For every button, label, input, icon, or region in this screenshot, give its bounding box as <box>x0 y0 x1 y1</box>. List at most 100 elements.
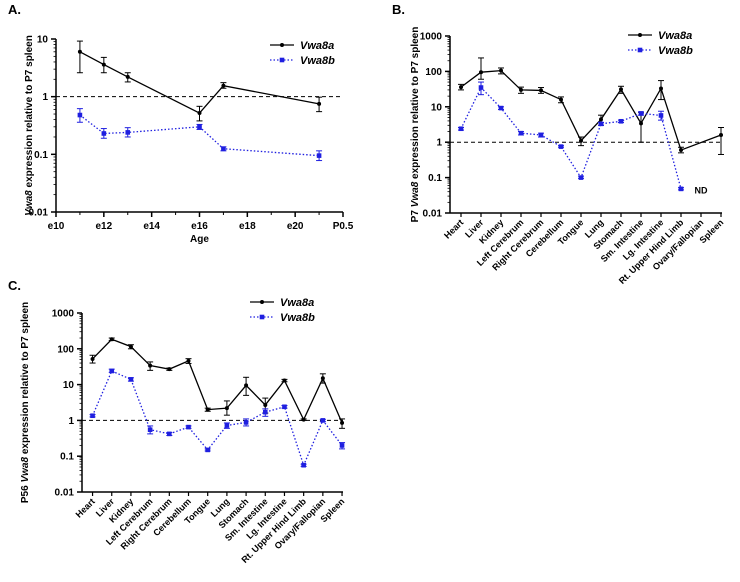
vwa8b-point <box>262 409 268 415</box>
vwa8a-point <box>263 402 268 407</box>
vwa8b-point <box>339 443 345 448</box>
series-line-vwa8a <box>92 338 343 424</box>
vwa8b-point <box>197 124 202 130</box>
vwa8a-point <box>167 367 172 372</box>
vwa8b-point <box>558 144 564 149</box>
vwa8a-point <box>109 337 114 342</box>
vwa8a-point <box>639 121 643 126</box>
vwa8b-point <box>125 130 131 135</box>
y-tick-label: 0.1 <box>34 150 48 161</box>
vwa8b-point <box>316 153 322 158</box>
legend-marker-vwa8a <box>638 33 642 37</box>
vwa8a-point <box>101 62 106 67</box>
y-axis-title-rest: expression relative to P7 spleen <box>24 35 35 190</box>
panel-C: C. 0.01 0.1 1 10 100 1000 P56 Vwa8 expression r… <box>8 278 346 565</box>
y-tick-label: 1000 <box>52 309 75 320</box>
vwa8b-point <box>205 447 211 453</box>
vwa8a-point <box>599 117 603 122</box>
vwa8a-point <box>320 376 325 381</box>
legend-marker-vwa8a <box>280 43 284 47</box>
panel-label: A. <box>8 2 21 17</box>
y-axis-title-rest: expression relative to P7 spleen <box>410 27 421 182</box>
vwa8a-point <box>224 406 229 411</box>
panel-label: B. <box>392 2 405 17</box>
y-tick-label: 1 <box>42 92 48 103</box>
vwa8b-point <box>578 175 584 180</box>
y-tick-label: 0.01 <box>55 488 75 499</box>
y-tick-label: 10 <box>431 102 443 113</box>
vwa8a-point <box>197 111 202 116</box>
vwa8a-point <box>579 138 583 143</box>
vwa8b-point <box>678 186 684 192</box>
vwa8a-point <box>679 148 683 153</box>
y-axis-title-gene: Vwa8 <box>20 457 31 483</box>
x-tick-label: e10 <box>48 221 65 232</box>
vwa8a-point <box>128 344 133 349</box>
y-axis-title-rest: expression relative to P7 spleen <box>20 302 31 457</box>
x-tick-label: P0.5 <box>333 221 354 232</box>
vwa8b-point <box>77 112 83 118</box>
x-tick-label: e20 <box>287 221 304 232</box>
y-axis-title-stage: P56 <box>20 483 31 504</box>
vwa8b-point <box>224 423 230 428</box>
legend-marker-vwa8b <box>637 47 643 53</box>
y-tick-label: 10 <box>63 380 75 391</box>
vwa8a-point <box>77 49 82 54</box>
panel-label: C. <box>8 278 21 293</box>
vwa8a-point <box>559 97 563 102</box>
legend-label-vwa8b: Vwa8b <box>300 55 335 67</box>
vwa8a-point <box>719 132 723 137</box>
y-tick-label: 0.1 <box>60 452 74 463</box>
y-axis-title-stage: P7 <box>410 207 421 222</box>
vwa8b-point <box>221 146 226 152</box>
vwa8b-point <box>618 118 624 124</box>
vwa8a-point <box>221 83 226 88</box>
vwa8a-point <box>186 358 191 363</box>
x-tick-label: e12 <box>95 221 112 232</box>
vwa8b-point <box>598 121 604 127</box>
vwa8b-point <box>498 105 504 111</box>
vwa8b-point <box>147 427 153 432</box>
y-tick-label: 0.01 <box>29 208 49 219</box>
x-tick-label: e16 <box>191 221 208 232</box>
y-tick-label: 0.01 <box>423 209 443 220</box>
legend-marker-vwa8b <box>279 57 285 63</box>
y-axis-title: Vwa8 expression relative to P7 spleen <box>24 35 35 216</box>
vwa8b-point <box>167 431 172 437</box>
vwa8b-point <box>458 126 464 132</box>
series-line-vwa8b <box>79 114 320 157</box>
legend-label-vwa8a: Vwa8a <box>658 30 692 42</box>
vwa8b-point <box>90 413 95 419</box>
vwa8a-point <box>519 87 523 92</box>
legend-marker-vwa8a <box>260 300 264 304</box>
y-tick-label: 1 <box>68 416 74 427</box>
y-axis-title-gene: Vwa8 <box>24 190 35 216</box>
vwa8a-point <box>499 68 503 73</box>
legend-marker-vwa8b <box>259 314 265 320</box>
legend-label-vwa8a: Vwa8a <box>280 297 314 309</box>
vwa8b-point <box>101 131 107 136</box>
vwa8b-point <box>638 111 644 116</box>
vwa8a-point <box>340 420 345 425</box>
x-tick-label: e18 <box>239 221 256 232</box>
vwa8b-point <box>282 404 287 410</box>
x-axis-title: Age <box>190 234 209 245</box>
y-tick-label: 1000 <box>420 32 443 43</box>
vwa8b-point <box>109 368 115 374</box>
vwa8a-point <box>90 356 95 361</box>
vwa8a-point <box>125 74 130 79</box>
vwa8a-point <box>317 101 322 106</box>
vwa8a-point <box>539 88 543 93</box>
vwa8a-point <box>659 86 663 91</box>
vwa8b-point <box>478 85 484 90</box>
y-tick-label: 1 <box>436 138 442 149</box>
vwa8b-point <box>518 130 524 136</box>
not-detected-label: ND <box>695 186 708 196</box>
vwa8a-point <box>148 363 153 368</box>
x-tick-label: e14 <box>143 221 160 232</box>
vwa8b-point <box>243 420 249 425</box>
vwa8a-point <box>282 378 287 383</box>
